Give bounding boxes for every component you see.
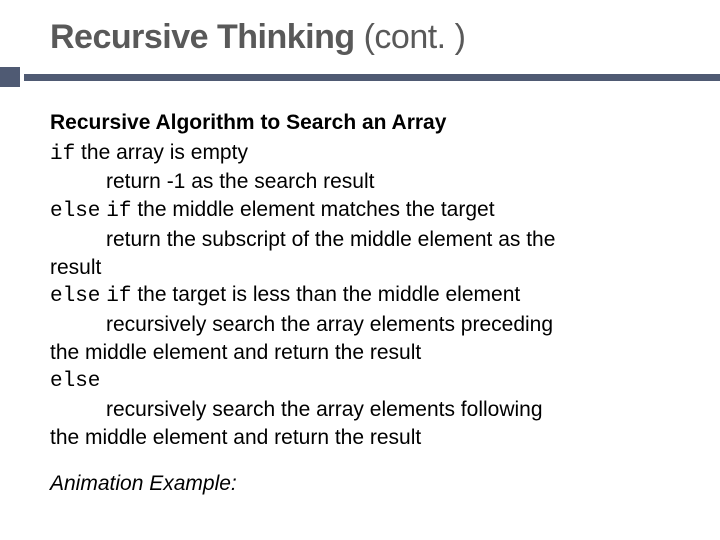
divider-square-icon (0, 67, 20, 87)
title-bold: Recursive Thinking (50, 18, 355, 56)
section-subtitle: Recursive Algorithm to Search an Array (50, 109, 680, 137)
title-rest: (cont. ) (355, 18, 466, 56)
algo-text: the middle element matches the target (137, 198, 494, 221)
title-row: Recursive Thinking (cont. ) (50, 18, 680, 57)
keyword-if: if (106, 285, 131, 308)
algo-line-1: if the array is empty (50, 139, 680, 169)
keyword-if: if (50, 143, 75, 166)
keyword-else: else (50, 370, 100, 393)
divider-line (24, 74, 720, 81)
algo-line-4b: result (50, 254, 680, 282)
footer-text: Animation Example: (50, 472, 680, 496)
algo-line-2: return -1 as the search result (50, 168, 680, 196)
keyword-else: else (50, 200, 100, 223)
algo-line-5: else if the target is less than the midd… (50, 281, 680, 311)
algo-line-8a: recursively search the array elements fo… (50, 396, 680, 424)
title-divider (0, 67, 720, 87)
keyword-if: if (106, 200, 131, 223)
algo-line-8b: the middle element and return the result (50, 424, 680, 452)
slide: Recursive Thinking (cont. ) Recursive Al… (0, 0, 720, 540)
algo-line-7: else (50, 366, 680, 396)
algo-text: the target is less than the middle eleme… (137, 283, 520, 306)
algo-line-4a: return the subscript of the middle eleme… (50, 226, 680, 254)
algo-text: the array is empty (75, 141, 248, 164)
page-title: Recursive Thinking (cont. ) (50, 18, 680, 57)
keyword-else: else (50, 285, 100, 308)
algo-line-6b: the middle element and return the result (50, 339, 680, 367)
algo-line-3: else if the middle element matches the t… (50, 196, 680, 226)
algo-line-6a: recursively search the array elements pr… (50, 311, 680, 339)
content-body: Recursive Algorithm to Search an Array i… (50, 109, 680, 452)
